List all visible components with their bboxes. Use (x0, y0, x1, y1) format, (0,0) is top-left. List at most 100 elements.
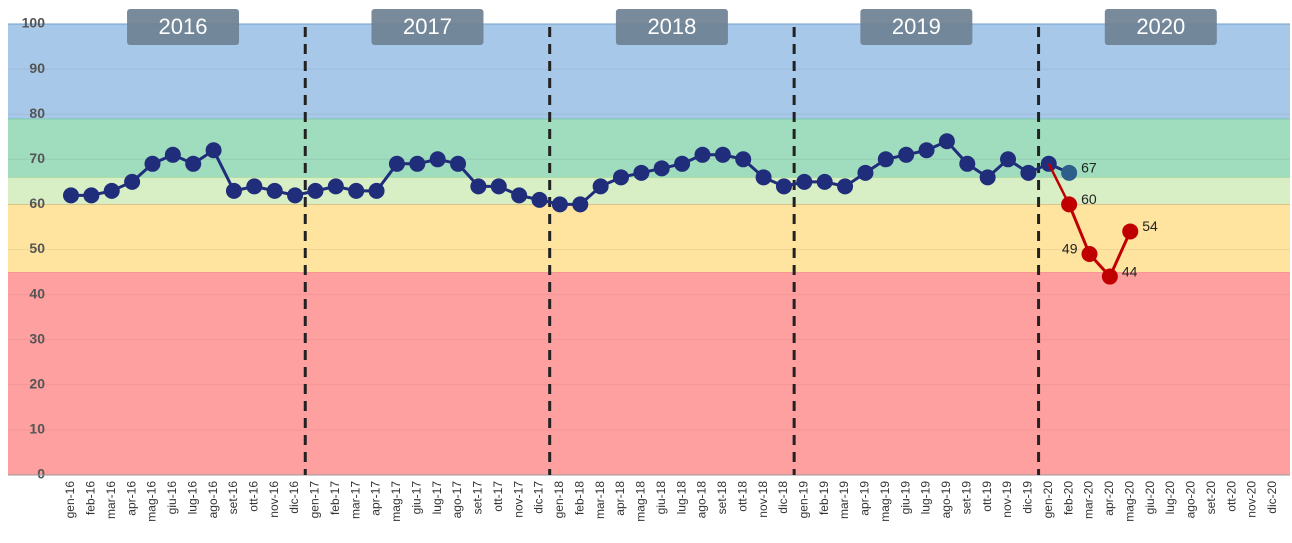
point (572, 196, 589, 213)
point (1081, 246, 1098, 263)
x-tick-label: ago-17 (450, 481, 464, 519)
point (653, 160, 670, 177)
point (124, 173, 141, 190)
point (266, 182, 283, 199)
x-tick-label: gen-19 (796, 481, 810, 519)
year-label: 2017 (403, 14, 452, 39)
x-tick-label: ago-19 (939, 481, 953, 519)
series-line (1067, 203, 1132, 280)
year-label: 2018 (647, 14, 696, 39)
point (246, 178, 263, 195)
point (429, 151, 446, 168)
y-tick-label: 50 (29, 240, 45, 256)
point (450, 155, 467, 172)
point (1000, 151, 1017, 168)
band (8, 204, 1290, 273)
y-tick-label: 40 (29, 285, 45, 301)
point (63, 187, 79, 204)
point (409, 155, 426, 172)
data-label: 67 (1081, 160, 1097, 176)
point (327, 178, 344, 195)
year-box (371, 9, 484, 45)
year-box (860, 9, 973, 45)
x-tick-label: set-17 (471, 481, 485, 515)
band (8, 177, 1290, 205)
x-tick-label: gen-18 (552, 481, 566, 519)
point (185, 155, 202, 172)
x-tick-label: ott-17 (491, 481, 505, 512)
x-tick-label: apr-16 (124, 481, 138, 516)
point (103, 182, 120, 199)
x-tick-label: feb-16 (84, 481, 98, 515)
x-tick-label: dic-19 (1021, 481, 1035, 514)
x-tick-label: mag-20 (1122, 481, 1136, 522)
point (918, 142, 935, 159)
year-label: 2019 (892, 14, 941, 39)
x-tick-label: dic-18 (776, 481, 790, 514)
x-tick-label: set-19 (959, 481, 973, 515)
x-tick-label: mag-18 (634, 481, 648, 522)
point (1101, 268, 1118, 285)
y-tick-label: 80 (29, 105, 45, 121)
x-tick-label: ott-16 (247, 481, 261, 512)
x-tick-label: lug-20 (1163, 481, 1177, 515)
x-tick-label: nov-19 (1000, 481, 1014, 518)
point (348, 182, 365, 199)
y-tick-label: 30 (29, 330, 45, 346)
point (511, 187, 528, 204)
x-tick-label: ott-18 (735, 481, 749, 512)
x-tick-label: gen-17 (308, 481, 322, 519)
x-tick-label: giu-19 (898, 481, 912, 515)
band (8, 272, 1290, 475)
point (837, 178, 854, 195)
year-label: 2020 (1136, 14, 1185, 39)
point (287, 187, 304, 204)
x-tick-label: apr-17 (369, 481, 383, 516)
x-tick-label: ott-19 (980, 481, 994, 512)
x-tick-label: apr-20 (1102, 481, 1116, 516)
x-tick-label: ago-20 (1184, 481, 1198, 519)
point (959, 155, 976, 172)
x-tick-label: giu-17 (409, 481, 423, 515)
x-tick-label: nov-16 (267, 481, 281, 518)
data-label: 60 (1081, 191, 1097, 207)
x-tick-label: gen-16 (63, 481, 77, 519)
point (633, 164, 650, 181)
y-tick-label: 100 (22, 15, 46, 31)
x-tick-label: giu-18 (654, 481, 668, 515)
point (592, 178, 609, 195)
point (674, 155, 691, 172)
x-tick-label: ago-18 (695, 481, 709, 519)
x-tick-label: lug-19 (919, 481, 933, 515)
x-tick-label: mag-17 (389, 481, 403, 522)
x-tick-label: mar-19 (837, 481, 851, 519)
point (144, 155, 161, 172)
point (755, 169, 772, 186)
point (694, 146, 711, 163)
point (1061, 196, 1078, 213)
point (551, 196, 568, 213)
x-tick-label: giu-20 (1143, 481, 1157, 515)
x-tick-label: mar-17 (348, 481, 362, 519)
point (1122, 223, 1139, 240)
x-tick-label: apr-19 (858, 481, 872, 516)
x-tick-label: feb-20 (1061, 481, 1075, 515)
point (1020, 164, 1037, 181)
x-tick-label: feb-19 (817, 481, 831, 515)
x-tick-label: nov-18 (756, 481, 770, 518)
point (898, 146, 915, 163)
point (83, 187, 100, 204)
point (938, 133, 955, 150)
y-tick-label: 20 (29, 376, 45, 392)
x-tick-label: mar-20 (1082, 481, 1096, 519)
point (388, 155, 405, 172)
y-tick-label: 90 (29, 60, 45, 76)
x-tick-label: apr-18 (613, 481, 627, 516)
x-tick-label: gen-20 (1041, 481, 1055, 519)
x-tick-label: set-20 (1204, 481, 1218, 515)
x-tick-label: lug-18 (674, 481, 688, 515)
point (225, 182, 242, 199)
point (164, 146, 181, 163)
point (1061, 164, 1078, 181)
